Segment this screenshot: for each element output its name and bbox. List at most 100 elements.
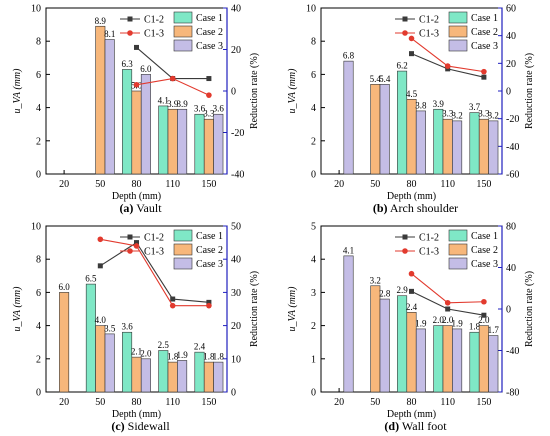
- legend-label: C1-2: [144, 15, 164, 26]
- bar-value-label: 3.2: [451, 110, 462, 120]
- y-tick-label: 2: [36, 136, 41, 147]
- panel-caption: (d) Wall foot: [384, 419, 447, 433]
- legend-bar-swatch: [173, 11, 193, 24]
- legend-marker: [127, 234, 133, 240]
- bar-case-1: [397, 70, 408, 175]
- bar-case-2: [442, 118, 453, 175]
- legend-label: Case 2: [196, 27, 223, 38]
- bar-value-label: 5.4: [379, 74, 391, 84]
- y2-tick-label: 0: [506, 305, 511, 316]
- bar-case-3: [213, 361, 224, 393]
- x-axis-label: Depth (mm): [387, 191, 436, 202]
- x-tick-label: 20: [59, 179, 69, 190]
- y2-tick-label: -40: [506, 142, 519, 153]
- legend-label: C1-3: [144, 247, 164, 258]
- y2-tick-label: 40: [231, 255, 241, 266]
- legend-label: Case 1: [471, 13, 498, 24]
- bar-case-2: [203, 118, 214, 175]
- x-tick-label: 50: [95, 397, 105, 408]
- y2-axis-label: Reduction rate (%): [249, 271, 260, 347]
- bar-case-3: [415, 328, 426, 393]
- bar-case-3: [140, 74, 151, 175]
- legend-marker: [127, 16, 133, 22]
- bar-case-1: [194, 113, 205, 175]
- legend-label: Case 1: [196, 231, 223, 242]
- legend-bar-swatch: [173, 25, 193, 38]
- bar-case-2: [95, 25, 106, 175]
- panel-b: 0 2 4 6 8 10 -60 -40 -20 0 20 40 60 20 50 80 110 150 Depth…: [287, 4, 535, 216]
- x-axis-label: Depth (mm): [112, 191, 161, 202]
- legend-label: Case 1: [471, 231, 498, 242]
- marker-c1-3: [206, 302, 212, 309]
- y2-tick-label: -80: [506, 388, 519, 399]
- x-tick-label: 80: [407, 397, 417, 408]
- bar-value-label: 3.2: [370, 275, 381, 285]
- marker-c1-2: [206, 299, 212, 305]
- y-tick-label: 6: [36, 288, 41, 299]
- bar-case-1: [433, 325, 444, 393]
- panel-caption: (b) Arch shoulder: [373, 201, 458, 215]
- bar-case-3: [379, 298, 390, 393]
- x-tick-label: 20: [334, 179, 344, 190]
- y-axis-label: u_VA (mm): [287, 286, 298, 332]
- marker-c1-3: [169, 302, 176, 309]
- legend-label: Case 2: [471, 245, 498, 256]
- legend-marker: [127, 248, 133, 254]
- y2-axis-label: Reduction rate (%): [524, 53, 535, 129]
- y-tick-label: 0: [36, 388, 41, 399]
- legend-bar-swatch: [173, 39, 193, 52]
- bar-value-label: 3.9: [433, 99, 445, 109]
- bar-case-2: [442, 325, 453, 393]
- marker-c1-3: [133, 81, 140, 88]
- bar-case-2: [167, 108, 178, 175]
- panel-caption: (c) Sidewall: [111, 419, 170, 433]
- line-c1-3: [411, 273, 484, 304]
- bar-value-label: 3.3: [203, 109, 215, 119]
- y-tick-label: 4: [311, 103, 316, 114]
- y-tick-label: 0: [311, 170, 316, 181]
- y2-tick-label: 20: [231, 321, 241, 332]
- y-tick-label: 8: [36, 37, 41, 48]
- panel-caption-text: Vault: [133, 201, 162, 215]
- bar-value-label: 2.9: [396, 285, 408, 295]
- bar-case-3: [213, 113, 224, 175]
- bar-value-label: 4.1: [343, 245, 354, 255]
- y-axis-label: u_VA (mm): [12, 68, 23, 114]
- y2-tick-label: 80: [506, 222, 516, 233]
- panel-caption: (a) Vault: [119, 201, 162, 215]
- marker-c1-3: [444, 63, 451, 69]
- marker-c1-2: [481, 312, 487, 318]
- y2-tick-label: 0: [231, 87, 236, 98]
- x-tick-label: 80: [132, 179, 142, 190]
- x-tick-label: 20: [59, 397, 69, 408]
- x-tick-label: 50: [370, 397, 380, 408]
- legend-label: Case 2: [471, 27, 498, 38]
- bar-value-label: 3.9: [176, 99, 188, 109]
- y2-tick-label: -40: [506, 346, 519, 357]
- y-tick-label: 4: [36, 321, 41, 332]
- marker-c1-2: [170, 296, 176, 302]
- bar-case-3: [452, 328, 463, 393]
- x-axis-label: Depth (mm): [387, 409, 436, 420]
- panel-caption-label: (a): [119, 201, 133, 215]
- y2-tick-label: -20: [506, 114, 519, 125]
- bar-value-label: 4.0: [95, 315, 107, 325]
- legend-label: Case 3: [471, 41, 498, 52]
- y2-tick-label: 10: [231, 354, 241, 365]
- bar-case-3: [452, 120, 463, 175]
- legend-label: Case 1: [196, 13, 223, 24]
- legend-bar-swatch: [173, 229, 193, 242]
- y-axis-label: u_VA (mm): [12, 286, 23, 332]
- bar-case-3: [177, 360, 188, 393]
- bar-case-3: [140, 358, 151, 393]
- legend-bar-swatch: [448, 25, 468, 38]
- bar-value-label: 8.1: [104, 29, 115, 39]
- bar-value-label: 3.6: [213, 104, 225, 114]
- bar-case-3: [488, 120, 499, 175]
- bar-value-label: 2.0: [433, 315, 445, 325]
- marker-c1-3: [408, 35, 415, 42]
- bar-value-label: 2.0: [442, 315, 454, 325]
- bar-value-label: 3.2: [488, 110, 499, 120]
- y2-tick-label: -40: [231, 170, 244, 181]
